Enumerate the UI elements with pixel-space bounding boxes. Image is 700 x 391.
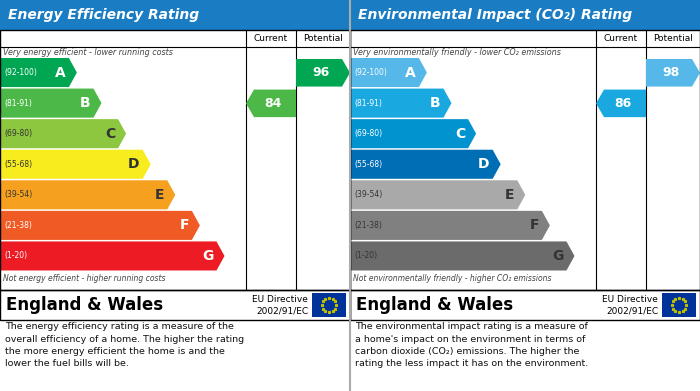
Text: (39-54): (39-54)	[4, 190, 32, 199]
Text: 84: 84	[265, 97, 281, 110]
Polygon shape	[296, 59, 350, 86]
Bar	[0, 30, 350, 290]
Text: EU Directive
2002/91/EC: EU Directive 2002/91/EC	[252, 295, 308, 315]
Polygon shape	[0, 89, 102, 118]
Polygon shape	[350, 180, 525, 209]
Bar	[350, 290, 700, 320]
Polygon shape	[646, 59, 700, 86]
Bar	[0, 0, 350, 30]
Text: Not energy efficient - higher running costs: Not energy efficient - higher running co…	[3, 274, 165, 283]
Text: G: G	[202, 249, 214, 263]
Text: The energy efficiency rating is a measure of the
overall efficiency of a home. T: The energy efficiency rating is a measur…	[5, 322, 244, 368]
Text: D: D	[478, 157, 490, 171]
Text: E: E	[505, 188, 514, 202]
Text: F: F	[179, 219, 189, 232]
Text: (1-20): (1-20)	[4, 251, 27, 260]
Polygon shape	[350, 89, 452, 118]
Text: EU Directive
2002/91/EC: EU Directive 2002/91/EC	[602, 295, 658, 315]
Bar	[350, 0, 700, 30]
Bar	[0, 290, 350, 320]
Text: England & Wales: England & Wales	[356, 296, 513, 314]
Bar	[312, 293, 346, 317]
Text: (21-38): (21-38)	[4, 221, 32, 230]
Text: C: C	[105, 127, 115, 141]
Text: The environmental impact rating is a measure of
a home's impact on the environme: The environmental impact rating is a mea…	[355, 322, 588, 368]
Polygon shape	[0, 180, 175, 209]
Text: (92-100): (92-100)	[354, 68, 387, 77]
Text: A: A	[55, 66, 66, 79]
Text: (21-38): (21-38)	[354, 221, 382, 230]
Text: A: A	[405, 66, 416, 79]
Text: (39-54): (39-54)	[354, 190, 382, 199]
Text: Current: Current	[604, 34, 638, 43]
Polygon shape	[596, 90, 646, 117]
Polygon shape	[350, 58, 427, 87]
Text: (55-68): (55-68)	[354, 160, 382, 169]
Text: Energy Efficiency Rating: Energy Efficiency Rating	[8, 8, 199, 22]
Polygon shape	[350, 211, 550, 240]
Polygon shape	[0, 58, 77, 87]
Text: G: G	[552, 249, 564, 263]
Text: C: C	[455, 127, 465, 141]
Polygon shape	[350, 150, 500, 179]
Text: (92-100): (92-100)	[4, 68, 37, 77]
Text: Very environmentally friendly - lower CO₂ emissions: Very environmentally friendly - lower CO…	[353, 48, 561, 57]
Text: (55-68): (55-68)	[4, 160, 32, 169]
Text: D: D	[128, 157, 140, 171]
Text: Current: Current	[254, 34, 288, 43]
Text: Not environmentally friendly - higher CO₂ emissions: Not environmentally friendly - higher CO…	[353, 274, 552, 283]
Text: Environmental Impact (CO₂) Rating: Environmental Impact (CO₂) Rating	[358, 8, 632, 22]
Polygon shape	[0, 150, 150, 179]
Polygon shape	[0, 211, 200, 240]
Polygon shape	[350, 241, 575, 271]
Bar	[350, 30, 700, 290]
Bar	[0, 30, 350, 290]
Text: (81-91): (81-91)	[354, 99, 382, 108]
Text: B: B	[430, 96, 440, 110]
Text: E: E	[155, 188, 164, 202]
Text: (69-80): (69-80)	[354, 129, 382, 138]
Text: Very energy efficient - lower running costs: Very energy efficient - lower running co…	[3, 48, 173, 57]
Bar	[662, 293, 696, 317]
Text: (69-80): (69-80)	[4, 129, 32, 138]
Text: F: F	[529, 219, 539, 232]
Text: B: B	[80, 96, 90, 110]
Text: 96: 96	[312, 66, 330, 79]
Text: 86: 86	[615, 97, 631, 110]
Polygon shape	[246, 90, 296, 117]
Polygon shape	[0, 119, 126, 148]
Bar	[0, 290, 350, 320]
Bar	[350, 30, 700, 290]
Polygon shape	[0, 241, 225, 271]
Polygon shape	[350, 119, 476, 148]
Text: (1-20): (1-20)	[354, 251, 377, 260]
Text: Potential: Potential	[653, 34, 693, 43]
Text: (81-91): (81-91)	[4, 99, 32, 108]
Text: Potential: Potential	[303, 34, 343, 43]
Text: England & Wales: England & Wales	[6, 296, 163, 314]
Text: 98: 98	[662, 66, 680, 79]
Bar	[350, 290, 700, 320]
